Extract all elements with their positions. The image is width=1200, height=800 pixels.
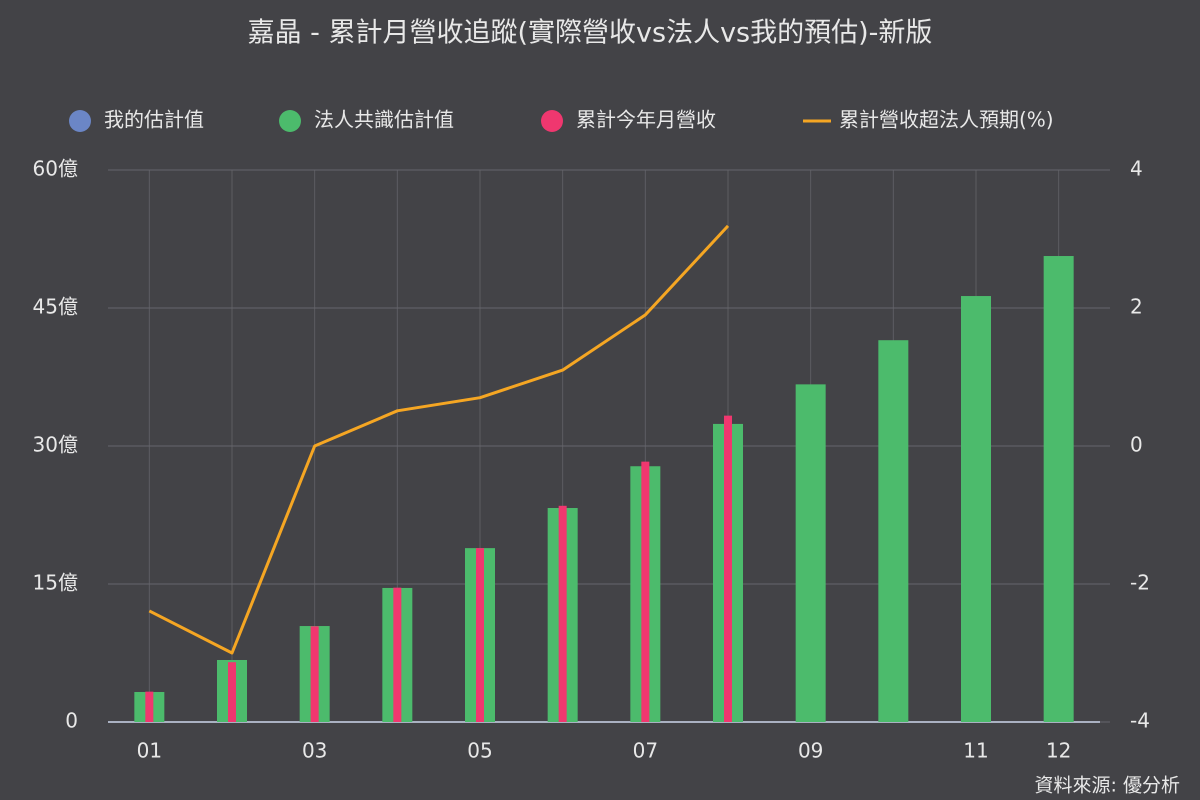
- bar: [145, 691, 154, 722]
- y2-tick-label: -4: [1130, 709, 1150, 733]
- bar: [961, 296, 991, 722]
- source: 資料來源: 優分析: [1035, 775, 1180, 797]
- legend-label: 累計今年月營收: [576, 108, 716, 132]
- legend-marker: [541, 110, 563, 132]
- y-tick-label: 15億: [33, 571, 78, 595]
- x-tick-label: 03: [302, 739, 327, 763]
- x-tick-label: 09: [798, 739, 823, 763]
- y-tick-label: 45億: [33, 295, 78, 319]
- bar: [476, 548, 484, 722]
- bar: [1043, 256, 1074, 722]
- y-tick-label: 60億: [33, 157, 78, 181]
- bar: [724, 415, 732, 722]
- y-tick-label: 30億: [33, 433, 78, 457]
- x-tick-label: 12: [1046, 739, 1071, 763]
- bar: [558, 505, 567, 722]
- bar: [310, 626, 319, 722]
- legend-label: 法人共識估計值: [314, 108, 454, 132]
- x-tick-label: 11: [963, 739, 988, 763]
- bar: [393, 587, 402, 722]
- x-tick-label: 07: [633, 739, 658, 763]
- x-tick-label: 05: [467, 739, 492, 763]
- bar: [641, 461, 650, 722]
- legend-label: 累計營收超法人預期(%): [839, 108, 1054, 132]
- y2-tick-label: 4: [1130, 157, 1143, 181]
- bar: [795, 384, 826, 722]
- bar: [878, 340, 909, 722]
- chart-title: 嘉晶 - 累計月營收追蹤(實際營收vs法人vs我的預估)-新版: [248, 18, 933, 49]
- y2-tick-label: -2: [1130, 571, 1150, 595]
- line: [148, 224, 730, 655]
- y2-tick-label: 0: [1130, 433, 1143, 457]
- legend-label: 我的估計值: [104, 108, 204, 132]
- x-tick-label: 01: [137, 739, 162, 763]
- y-tick-label: 0: [65, 709, 78, 733]
- y2-tick-label: 2: [1130, 295, 1143, 319]
- bar: [228, 662, 236, 722]
- legend-marker: [69, 110, 91, 132]
- legend-marker: [279, 110, 301, 132]
